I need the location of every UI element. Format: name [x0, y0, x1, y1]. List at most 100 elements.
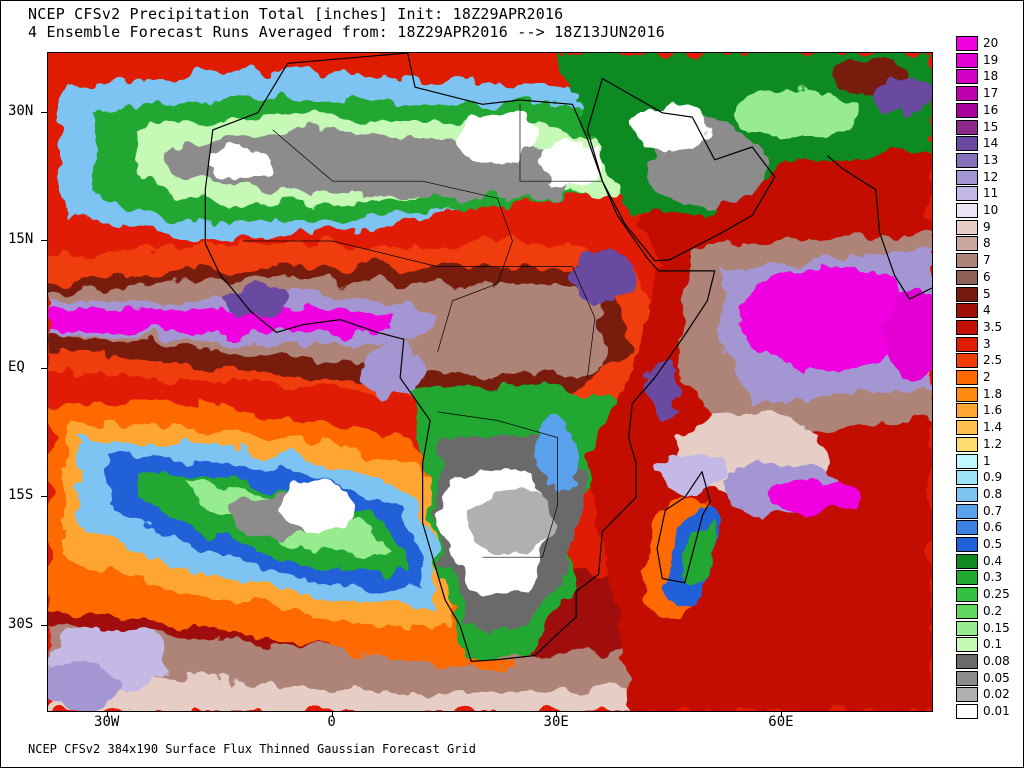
legend-swatch — [956, 570, 978, 586]
color-legend: 20 19 18 17 16 15 14 13 12 11 10 9 8 7 6 5 4 3.5 3 2.5 2 1.8 1… — [956, 36, 1018, 722]
legend-swatch — [956, 370, 978, 385]
legend-swatch — [956, 503, 978, 519]
legend-label: 1.4 — [983, 420, 1003, 435]
legend-swatch — [956, 653, 978, 669]
legend-label: 7 — [983, 253, 991, 268]
precipitation-map — [47, 52, 933, 712]
longitude-label: 60E — [768, 714, 794, 730]
legend-swatch — [956, 403, 978, 419]
legend-label: 0.01 — [983, 704, 1010, 718]
legend-entry: 0.2 — [956, 603, 1018, 619]
legend-label: 0.8 — [983, 486, 1003, 501]
legend-label: 0.9 — [983, 470, 1003, 485]
legend-entry: 0.15 — [956, 620, 1018, 636]
legend-label: 12 — [983, 169, 999, 184]
legend-entry: 8 — [956, 236, 1018, 252]
legend-label: 0.1 — [983, 637, 1003, 652]
legend-swatch — [956, 386, 978, 402]
legend-label: 0.15 — [983, 620, 1010, 635]
country-border — [437, 411, 558, 558]
legend-entry: 0.6 — [956, 520, 1018, 536]
legend-label: 0.25 — [983, 587, 1010, 602]
legend-swatch — [956, 269, 978, 285]
legend-label: 9 — [983, 219, 991, 234]
legend-entry: 5 — [956, 286, 1018, 302]
legend-entry: 3 — [956, 336, 1018, 352]
legend-label: 11 — [983, 186, 999, 201]
legend-label: 20 — [983, 36, 999, 50]
legend-entry: 16 — [956, 102, 1018, 118]
latitude-tick — [41, 624, 47, 626]
legend-entry: 3.5 — [956, 319, 1018, 335]
legend-label: 4 — [983, 303, 991, 318]
longitude-tick — [331, 711, 333, 717]
legend-swatch — [956, 620, 978, 636]
latitude-label: EQ — [8, 359, 25, 376]
legend-entry: 15 — [956, 119, 1018, 135]
legend-swatch — [956, 86, 978, 102]
legend-label: 2 — [983, 370, 991, 384]
legend-swatch — [956, 587, 978, 603]
latitude-tick — [41, 368, 47, 370]
legend-entry: 0.08 — [956, 653, 1018, 669]
legend-swatch — [956, 520, 978, 536]
legend-swatch — [956, 353, 978, 369]
legend-entry: 11 — [956, 186, 1018, 202]
legend-entry: 0.8 — [956, 486, 1018, 502]
legend-entry: 1.8 — [956, 386, 1018, 402]
legend-label: 0.6 — [983, 520, 1003, 535]
legend-entry: 19 — [956, 52, 1018, 68]
legend-swatch — [956, 286, 978, 302]
longitude-tick — [556, 711, 558, 717]
legend-swatch — [956, 670, 978, 686]
legend-entry: 6 — [956, 269, 1018, 285]
legend-entry: 0.9 — [956, 470, 1018, 486]
legend-entry: 7 — [956, 253, 1018, 269]
chart-title: NCEP CFSv2 Precipitation Total [inches] … — [28, 5, 564, 23]
legend-entry: 10 — [956, 203, 1018, 218]
legend-entry: 13 — [956, 152, 1018, 168]
latitude-label: 30N — [8, 102, 34, 119]
legend-entry: 2.5 — [956, 353, 1018, 369]
longitude-label: 0 — [327, 714, 336, 730]
legend-entry: 9 — [956, 219, 1018, 235]
legend-swatch — [956, 537, 978, 552]
grid-footer-note: NCEP CFSv2 384x190 Surface Flux Thinned … — [28, 742, 476, 756]
legend-swatch — [956, 303, 978, 319]
legend-label: 0.02 — [983, 687, 1010, 702]
africa-coastline — [204, 53, 716, 662]
madagascar-coastline — [656, 471, 711, 584]
legend-entry: 0.1 — [956, 637, 1018, 653]
legend-entry: 2 — [956, 370, 1018, 385]
legend-entry: 14 — [956, 136, 1018, 152]
latitude-label: 15S — [8, 487, 34, 504]
legend-label: 18 — [983, 69, 999, 84]
legend-entry: 0.3 — [956, 570, 1018, 586]
legend-entry: 0.01 — [956, 704, 1018, 719]
country-border — [242, 240, 596, 378]
legend-label: 0.2 — [983, 603, 1003, 618]
legend-label: 2.5 — [983, 353, 1003, 368]
legend-entry: 0.02 — [956, 687, 1018, 703]
legend-label: 3.5 — [983, 319, 1003, 334]
legend-swatch — [956, 203, 978, 218]
legend-swatch — [956, 253, 978, 269]
legend-label: 1.6 — [983, 403, 1003, 418]
legend-swatch — [956, 119, 978, 135]
legend-label: 5 — [983, 286, 991, 301]
legend-swatch — [956, 336, 978, 352]
legend-label: 0.4 — [983, 553, 1003, 568]
india-coastline — [826, 155, 932, 300]
legend-swatch — [956, 219, 978, 235]
precipitation-field — [48, 53, 932, 711]
legend-entry: 1.2 — [956, 436, 1018, 452]
legend-label: 10 — [983, 203, 999, 217]
legend-entry: 0.4 — [956, 553, 1018, 569]
legend-label: 13 — [983, 152, 999, 167]
legend-label: 3 — [983, 336, 991, 351]
longitude-label: 30E — [543, 714, 569, 730]
legend-swatch — [956, 236, 978, 252]
legend-entry: 0.25 — [956, 587, 1018, 603]
legend-swatch — [956, 420, 978, 436]
legend-swatch — [956, 169, 978, 185]
